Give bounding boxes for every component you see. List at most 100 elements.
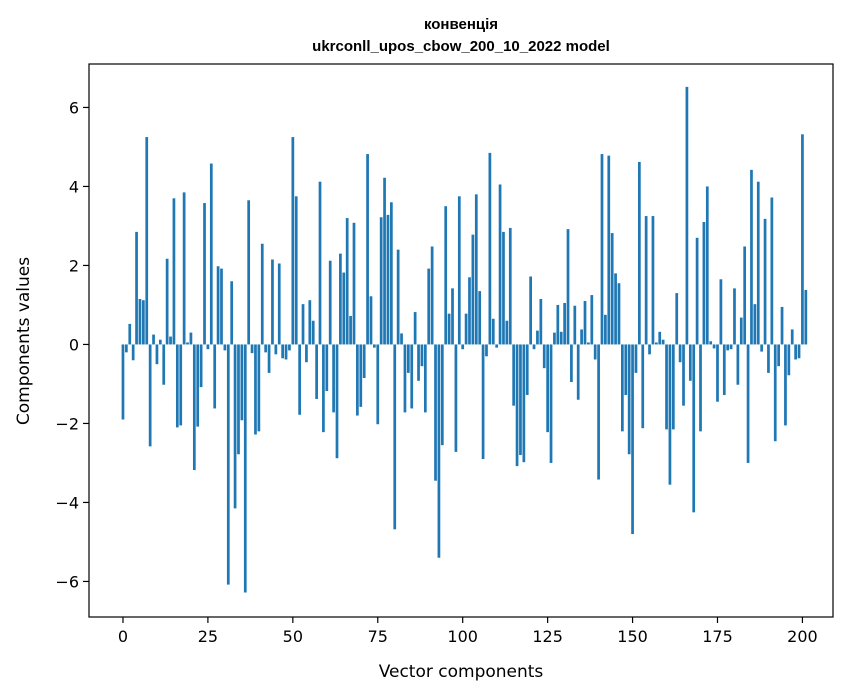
bar [121,344,125,420]
bar [614,273,617,345]
bar [189,332,193,345]
bar [291,137,295,345]
bar [400,333,403,345]
bar [733,288,736,345]
bar [390,202,393,345]
chart-subtitle: ukrconll_upos_cbow_200_10_2022 model [312,38,610,55]
bars-layer [121,86,808,593]
bar [553,332,556,345]
bar [413,312,417,345]
bar [213,344,217,409]
y-tick-label: 4 [69,177,79,196]
x-tick-label: 150 [617,627,648,646]
bar [308,300,312,345]
bar [593,344,597,360]
bar [162,344,166,385]
bar [128,323,132,345]
bar [644,216,648,345]
x-axis-label: Vector components [379,662,544,682]
bar [519,344,522,456]
bar [260,243,264,345]
bar [597,344,600,480]
bar [587,342,590,345]
bar [576,344,580,400]
bar [726,344,730,351]
bar [549,344,553,463]
x-tick-label: 175 [702,627,733,646]
bar [396,249,400,345]
bar [155,344,159,365]
x-tick-label: 75 [368,627,388,646]
bar [359,344,363,407]
bar [158,339,162,345]
y-tick-label: 2 [69,256,79,275]
bar [264,344,268,353]
bar [522,344,526,463]
bar [196,344,200,427]
bar [243,344,247,593]
bar [777,344,780,367]
x-tick-label: 0 [118,627,128,646]
bar [379,217,383,345]
bar [736,344,740,385]
bar [488,152,492,345]
bar [454,344,458,452]
bar [712,344,716,349]
bar [495,344,499,348]
y-tick-label: −4 [55,493,79,512]
bar [281,344,284,359]
bar [600,154,604,345]
bar [311,320,315,345]
bar [760,344,764,352]
bar [794,344,797,360]
bar [709,341,713,345]
bar [339,253,342,345]
bar [230,281,234,345]
bar [434,344,437,481]
bar [583,301,587,345]
bar [294,196,298,345]
bar [284,344,288,360]
bar [447,313,451,345]
bar [203,203,206,345]
bar [182,192,186,345]
bar [461,344,465,350]
x-axis-ticks: 0 25 50 75 100 125 150 175 200 [118,617,818,646]
bar [199,344,203,388]
bar [267,344,271,373]
bar [556,304,560,345]
bar [216,266,220,345]
bar [654,342,658,345]
bar [763,218,767,345]
bar [617,283,621,345]
bar [474,194,478,345]
bar [444,206,448,345]
chart-title: конвенція [424,16,498,33]
bar [145,137,149,345]
bar [580,329,583,345]
bar [298,344,301,415]
bar [192,344,196,471]
bar [773,344,777,442]
bar [410,344,414,409]
bar [641,344,645,429]
bar [393,344,397,530]
bar [142,300,145,345]
x-tick-label: 25 [198,627,218,646]
bar [505,320,509,345]
bar [369,296,373,345]
bar [512,344,516,406]
bar [485,344,488,357]
bar [274,344,278,355]
bar [373,344,376,348]
bar [457,196,461,345]
bar [631,344,634,535]
bar [328,260,332,345]
bar [638,161,641,345]
bar [529,276,532,345]
bar [671,344,675,430]
bar [767,344,770,373]
y-axis-ticks: −6 −4 −2 0 2 4 6 [55,98,89,591]
bar [352,222,356,345]
